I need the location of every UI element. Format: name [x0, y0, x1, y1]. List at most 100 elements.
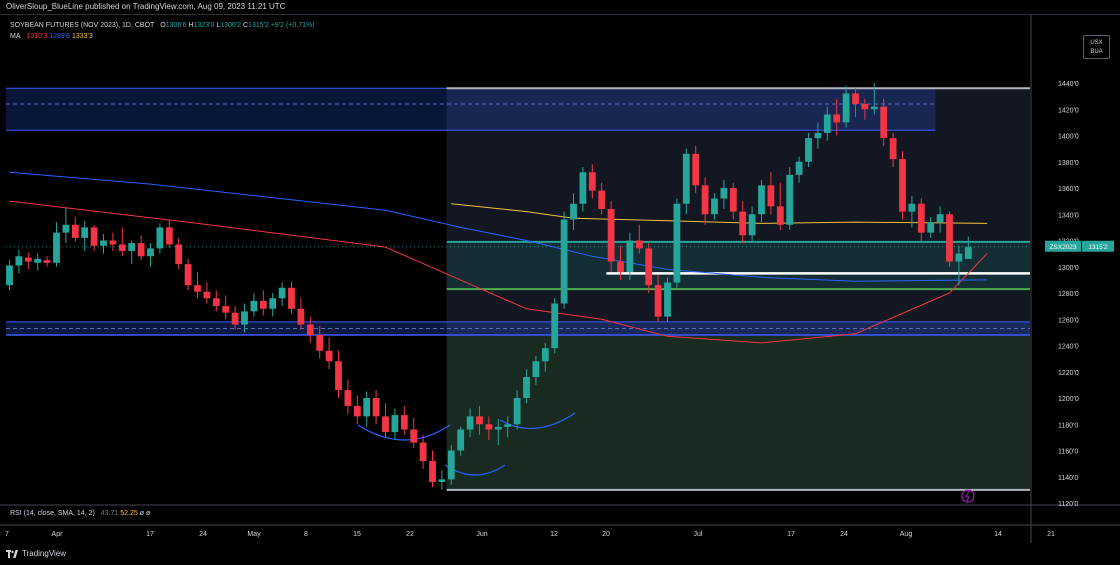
time-tick-label: 21 [1047, 531, 1055, 538]
candle-body [917, 203, 925, 233]
price-chart[interactable]: 1440'01420'01400'01380'01360'01340'01320… [0, 15, 1120, 543]
time-tick-label: 17 [787, 531, 795, 538]
alert-bolt-icon [965, 490, 970, 502]
candle-body [109, 240, 117, 245]
candle-body [805, 138, 812, 162]
candle-body [701, 185, 709, 215]
ma-value-1: 1310'3 [26, 33, 48, 40]
price-tick-label: 1440'0 [1058, 81, 1079, 88]
time-tick-label: 24 [840, 531, 848, 538]
candle-body [560, 219, 568, 304]
candle-body [222, 306, 230, 313]
candle-body [692, 153, 700, 186]
grid-layer [0, 15, 1120, 543]
candle-body [729, 188, 737, 212]
ma-legend[interactable]: MA 1310'3 1289'6 1333'3 [10, 33, 93, 40]
chart-frame: 1440'01420'01400'01380'01360'01340'01320… [0, 14, 1120, 543]
moving-average-1 [9, 200, 988, 344]
candle-body [541, 348, 549, 362]
candle-body [15, 256, 23, 266]
candle-body [748, 214, 756, 236]
candle-body [363, 398, 371, 417]
zone-green-upper [446, 241, 1031, 290]
price-tick-label: 1140'0 [1058, 475, 1078, 482]
candle-body [513, 398, 521, 425]
publisher-line: OliverSloup_BlueLine published on Tradin… [0, 0, 1120, 14]
price-tick-label: 1260'0 [1058, 317, 1079, 324]
candle-body [118, 244, 126, 251]
candle-body [325, 350, 333, 362]
time-tick-label: May [247, 531, 261, 538]
candle-body [645, 248, 653, 286]
currency-unit-button[interactable]: USX BUA [1083, 35, 1110, 59]
candle-body [767, 185, 775, 207]
candle-body [353, 405, 361, 417]
candle-body [758, 185, 765, 215]
candle-body [870, 106, 878, 110]
candle-body [739, 211, 747, 236]
candle-body [617, 261, 624, 272]
ma-value-2: 1289'6 [49, 33, 71, 40]
open-label: O [160, 22, 166, 29]
time-tick-label: 17 [146, 531, 154, 538]
candle-body [861, 104, 869, 110]
time-tick-label: 24 [199, 531, 207, 538]
footer-bar: TradingView [0, 543, 1120, 565]
tradingview-logo-icon [6, 550, 18, 558]
candle-body [842, 93, 850, 123]
ma-label: MA [10, 33, 21, 40]
price-tick-label: 1360'0 [1058, 186, 1079, 193]
candle-body [955, 253, 963, 262]
price-tick-label: 1240'0 [1058, 344, 1079, 351]
candle-body [579, 172, 587, 204]
candle-body [288, 287, 295, 309]
price-tick-label: 1180'0 [1058, 422, 1078, 429]
candle-body [212, 298, 220, 307]
candle-body [899, 159, 906, 212]
candle-body [71, 224, 79, 238]
time-tick-label: Aug [900, 531, 913, 538]
time-tick-label: 8 [304, 531, 308, 538]
close-label: C [242, 22, 249, 29]
candle-body [880, 106, 888, 139]
zone-blue-upper [6, 88, 936, 131]
candle-body [81, 227, 89, 238]
candle-body [419, 442, 427, 461]
zones-layer [6, 87, 1031, 491]
high-value: 1323'0 [193, 22, 215, 29]
rsi-legend[interactable]: RSI (14, close, SMA, 14, 2) 43.71 52.25 … [10, 510, 150, 517]
candle-body [476, 416, 483, 425]
candle-body [100, 240, 107, 246]
candle-body [776, 206, 784, 225]
candle-body [532, 361, 540, 377]
price-tick-label: 1160'0 [1058, 449, 1078, 456]
close-value: 1315'2 [248, 22, 269, 29]
candle-body [673, 203, 681, 283]
price-tick-label: 1300'0 [1058, 265, 1079, 272]
alert-icon [961, 489, 975, 503]
candle-body [128, 243, 136, 251]
candle-body [391, 415, 399, 433]
moving-average-2 [9, 171, 988, 282]
candle-body [259, 300, 267, 309]
candle-body [889, 138, 897, 160]
rsi-extra: ø ø [139, 510, 151, 517]
candle-body [551, 303, 559, 349]
candle-body [720, 188, 728, 199]
candle-body [410, 429, 418, 443]
candle-body [53, 232, 60, 263]
candle-body [429, 461, 436, 482]
symbol-title: SOYBEAN FUTURES (NOV 2023), 1D, CBOT [10, 22, 155, 29]
symbol-legend[interactable]: SOYBEAN FUTURES (NOV 2023), 1D, CBOT O 13… [10, 22, 315, 29]
candle-body [156, 227, 164, 249]
candle-body [964, 247, 972, 259]
price-tick-label: 1400'0 [1058, 134, 1079, 141]
candle-body [62, 224, 70, 233]
candle-body [6, 265, 13, 286]
candle-body [711, 198, 718, 215]
candle-body [823, 114, 831, 133]
price-tick-label: 1380'0 [1058, 160, 1079, 167]
pattern-arc-right [499, 412, 576, 430]
candle-body [936, 214, 944, 223]
currency-line-1: USX [1090, 40, 1103, 46]
